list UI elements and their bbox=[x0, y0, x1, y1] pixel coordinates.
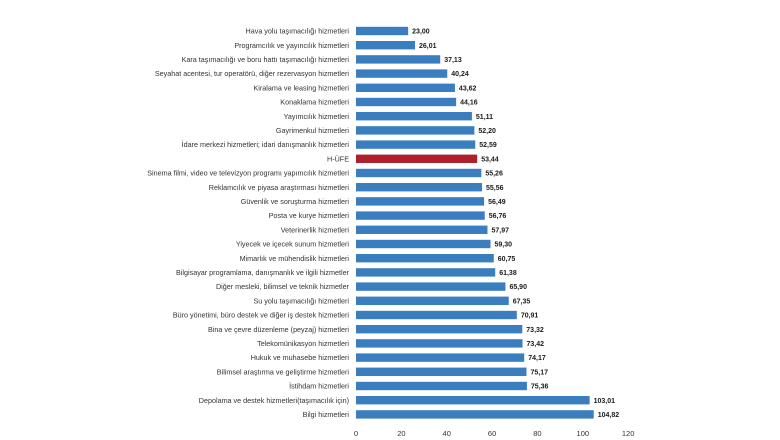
category-label-5: Konaklama hizmetleri bbox=[280, 98, 349, 107]
bar-27 bbox=[356, 410, 594, 419]
category-label-2: Kara taşımacılığı ve boru hattı taşımacı… bbox=[182, 55, 350, 64]
value-label-5: 44,16 bbox=[460, 100, 478, 107]
bars-group bbox=[356, 26, 594, 419]
value-label-26: 103,01 bbox=[594, 398, 616, 405]
x-tick-label-3: 60 bbox=[488, 429, 496, 438]
category-label-0: Hava yolu taşımacılığı hizmetleri bbox=[246, 27, 350, 36]
value-label-11: 55,56 bbox=[486, 185, 504, 192]
bar-22 bbox=[356, 339, 523, 348]
bar-15 bbox=[356, 239, 491, 249]
x-tick-label-6: 120 bbox=[622, 429, 635, 438]
bar-8 bbox=[356, 140, 476, 149]
category-label-17: Bilgisayar programlama, danışmanlık ve i… bbox=[176, 268, 350, 277]
bar-23 bbox=[356, 353, 525, 362]
value-label-16: 60,75 bbox=[498, 256, 516, 263]
value-label-25: 75,36 bbox=[531, 384, 549, 391]
value-label-4: 43,62 bbox=[459, 85, 477, 92]
bar-13 bbox=[356, 211, 485, 220]
bar-24 bbox=[356, 367, 527, 376]
bar-21 bbox=[356, 325, 523, 334]
x-tick-label-0: 0 bbox=[354, 429, 358, 438]
category-label-20: Büro yönetimi, büro destek ve diğer iş d… bbox=[173, 311, 350, 320]
bar-19 bbox=[356, 296, 509, 305]
category-label-9: H-ÜFE bbox=[327, 154, 349, 163]
category-label-25: İstihdam hizmetleri bbox=[289, 382, 349, 391]
value-label-0: 23,00 bbox=[412, 29, 430, 36]
bar-12 bbox=[356, 197, 485, 206]
value-label-20: 70,91 bbox=[521, 313, 539, 320]
value-label-27: 104,82 bbox=[598, 412, 620, 419]
bar-7 bbox=[356, 126, 475, 135]
value-label-3: 40,24 bbox=[451, 71, 469, 78]
value-label-8: 52,59 bbox=[479, 142, 497, 149]
category-label-8: İdare merkezi hizmetleri; idari danışman… bbox=[182, 140, 350, 149]
category-label-13: Posta ve kurye hizmetleri bbox=[269, 211, 350, 220]
value-label-18: 65,90 bbox=[509, 284, 527, 291]
category-label-21: Bina ve çevre düzenleme (peyzaj) hizmetl… bbox=[208, 325, 349, 334]
bar-25 bbox=[356, 381, 527, 391]
value-label-6: 51,11 bbox=[476, 114, 493, 121]
bar-10 bbox=[356, 168, 482, 178]
bar-0 bbox=[356, 26, 409, 36]
x-tick-label-2: 40 bbox=[443, 429, 451, 438]
x-tick-label-5: 100 bbox=[577, 429, 590, 438]
category-label-12: Güvenlik ve soruşturma hizmetleri bbox=[241, 197, 350, 206]
value-label-12: 56,49 bbox=[488, 199, 506, 206]
bar-3 bbox=[356, 69, 448, 78]
category-label-4: Kiralama ve leasing hizmetleri bbox=[254, 83, 350, 92]
bar-14 bbox=[356, 225, 488, 234]
category-label-18: Diğer mesleki, bilimsel ve teknik hizmet… bbox=[216, 282, 350, 291]
category-label-1: Programcılık ve yayıncılık hizmetleri bbox=[234, 41, 349, 50]
bar-18 bbox=[356, 282, 506, 291]
x-tick-label-1: 20 bbox=[397, 429, 405, 438]
category-label-10: Sinema filmi, video ve televizyon progra… bbox=[147, 169, 349, 178]
category-label-3: Seyahat acentesi, tur operatörü, diğer r… bbox=[155, 69, 350, 78]
category-label-15: Yiyecek ve içecek sunum hizmetleri bbox=[236, 240, 350, 249]
bar-9 bbox=[356, 154, 478, 163]
value-label-9: 53,44 bbox=[481, 156, 499, 163]
bar-4 bbox=[356, 83, 455, 92]
category-label-19: Su yolu taşımacılığı hizmetleri bbox=[254, 296, 350, 305]
bar-11 bbox=[356, 183, 483, 192]
value-labels: 23,00 26,01 37,13 40,24 43,62 44,16 51,11 52,20… bbox=[412, 29, 619, 419]
value-label-2: 37,13 bbox=[444, 57, 462, 64]
value-label-24: 75,17 bbox=[530, 369, 548, 376]
value-label-17: 61,38 bbox=[499, 270, 517, 277]
category-label-6: Yayımcılık hizmetleri bbox=[284, 112, 350, 121]
bar-20 bbox=[356, 310, 517, 320]
value-label-1: 26,01 bbox=[419, 43, 437, 50]
category-label-14: Veterinerlik hizmetleri bbox=[281, 225, 350, 234]
category-label-16: Mimarlık ve mühendislik hizmetleri bbox=[240, 254, 350, 263]
category-label-23: Hukuk ve muhasebe hizmetleri bbox=[251, 353, 350, 362]
bar-6 bbox=[356, 112, 472, 121]
bar-1 bbox=[356, 41, 415, 50]
category-labels: Hava yolu taşımacılığı hizmetleri Program… bbox=[147, 27, 349, 419]
value-label-7: 52,20 bbox=[478, 128, 496, 135]
x-tick-label-4: 80 bbox=[533, 429, 541, 438]
category-label-7: Gayrimenkul hizmetleri bbox=[276, 126, 349, 135]
value-label-19: 67,35 bbox=[513, 298, 531, 305]
bar-17 bbox=[356, 268, 496, 277]
bar-16 bbox=[356, 254, 494, 263]
bar-26 bbox=[356, 396, 590, 405]
value-label-10: 55,26 bbox=[485, 171, 503, 178]
category-label-27: Bilgi hizmetleri bbox=[303, 410, 350, 419]
category-label-11: Reklamcılık ve piyasa araştırması hizmet… bbox=[209, 183, 350, 192]
value-label-21: 73,32 bbox=[526, 327, 544, 334]
bar-5 bbox=[356, 97, 457, 107]
category-label-26: Depolama ve destek hizmetleri(taşımacılı… bbox=[199, 396, 349, 405]
value-label-22: 73,42 bbox=[527, 341, 545, 348]
value-label-14: 57,97 bbox=[491, 227, 509, 234]
value-label-23: 74,17 bbox=[528, 355, 546, 362]
category-label-24: Bilimsel araştırma ve geliştirme hizmetl… bbox=[217, 367, 350, 376]
category-label-22: Telekomünikasyon hizmetleri bbox=[257, 339, 349, 348]
value-label-13: 56,76 bbox=[489, 213, 507, 220]
value-label-15: 59,30 bbox=[494, 242, 512, 249]
bar-2 bbox=[356, 55, 441, 64]
x-axis: 0 20 40 60 80 100 120 bbox=[354, 429, 635, 438]
